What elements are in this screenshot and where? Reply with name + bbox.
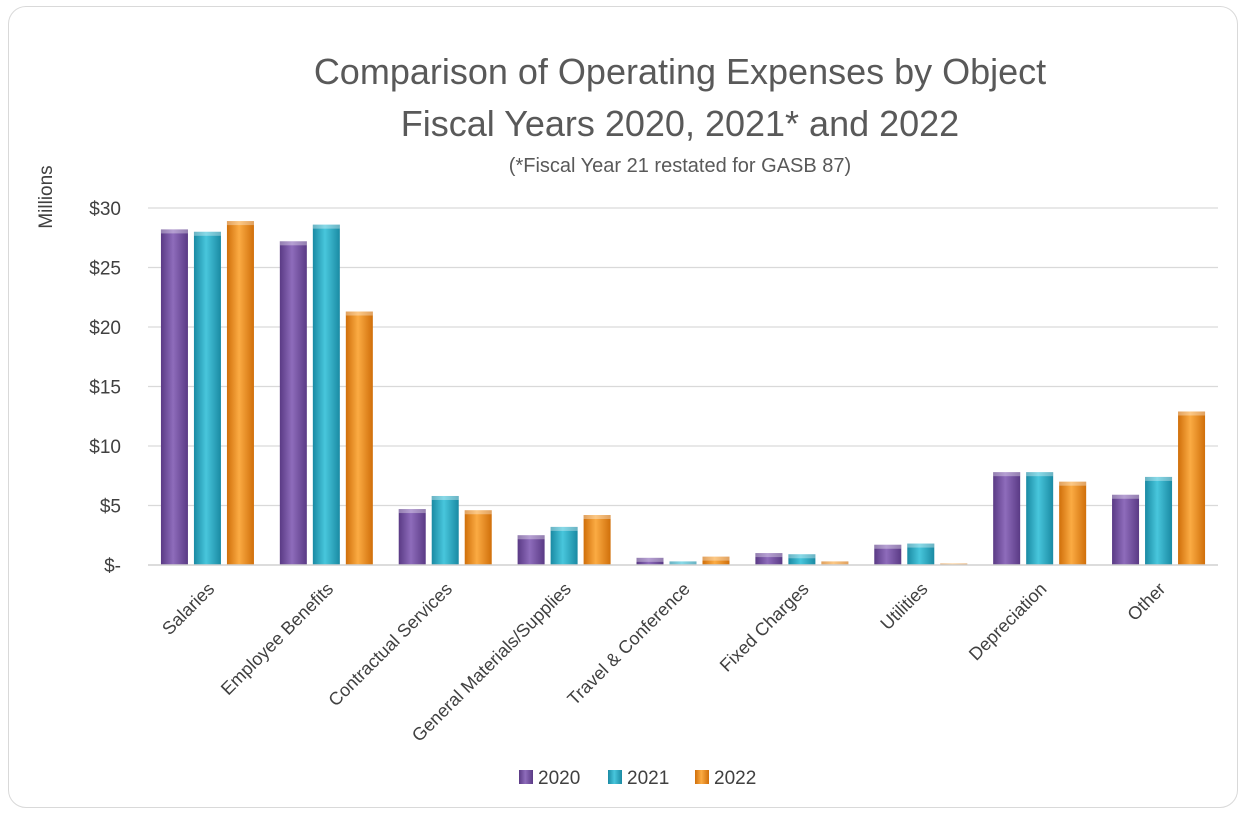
bar — [788, 554, 816, 565]
legend-label: 2021 — [627, 768, 669, 789]
bar — [669, 561, 697, 565]
bar — [583, 515, 611, 565]
y-tick-label: $30 — [89, 199, 121, 220]
bar — [160, 229, 188, 566]
legend-swatch — [608, 770, 622, 784]
legend-swatch — [695, 770, 709, 784]
y-tick-label: $20 — [89, 318, 121, 339]
y-axis-label: Millions — [36, 165, 57, 228]
bar — [464, 510, 492, 565]
y-tick-label: $10 — [89, 437, 121, 458]
x-tick-label: Fixed Charges — [716, 579, 813, 676]
chart-title: Comparison of Operating Expenses by Obje… — [314, 51, 1046, 92]
bar — [702, 556, 730, 565]
bar — [874, 544, 902, 565]
x-tick-label: Other — [1123, 579, 1169, 625]
bar — [755, 553, 783, 565]
y-tick-label: $5 — [100, 497, 121, 518]
bars — [160, 221, 1206, 566]
legend-item: 2021 — [608, 768, 669, 789]
bar — [517, 535, 545, 565]
chart-title-line2: Fiscal Years 2020, 2021* and 2022 — [401, 103, 959, 144]
x-tick-label: Travel & Conference — [563, 579, 693, 709]
legend-label: 2020 — [538, 768, 580, 789]
bar — [1059, 481, 1087, 565]
bar — [398, 509, 426, 565]
chart-subtitle: (*Fiscal Year 21 restated for GASB 87) — [509, 155, 851, 177]
legend-item: 2022 — [695, 768, 756, 789]
x-tick-label: Depreciation — [965, 579, 1051, 665]
bar — [993, 472, 1021, 565]
y-axis-ticks: $- $5 $10 $15 $20 $25 $30 — [89, 199, 121, 577]
bar — [550, 526, 578, 565]
legend-label: 2022 — [714, 768, 756, 789]
x-tick-label: Contractual Services — [324, 579, 456, 711]
bar — [907, 543, 935, 565]
legend: 2020 2021 2022 — [519, 768, 756, 789]
bar — [636, 557, 664, 565]
x-tick-label: Salaries — [158, 579, 218, 639]
bar — [821, 561, 849, 565]
gridlines — [148, 207, 1218, 507]
x-tick-label: Employee Benefits — [217, 579, 337, 699]
bar — [431, 495, 459, 565]
bar — [1145, 476, 1173, 565]
bar — [312, 224, 340, 565]
x-tick-label: Utilities — [876, 579, 931, 634]
bar — [226, 221, 254, 565]
y-tick-label: $- — [104, 556, 121, 577]
y-tick-label: $25 — [89, 259, 121, 280]
y-tick-label: $15 — [89, 378, 121, 399]
bar — [1026, 472, 1054, 565]
legend-swatch — [519, 770, 533, 784]
bar — [193, 231, 221, 566]
bar — [345, 311, 373, 565]
legend-item: 2020 — [519, 768, 580, 789]
bar — [1112, 494, 1140, 565]
bar — [279, 241, 307, 565]
bar — [1178, 411, 1206, 565]
